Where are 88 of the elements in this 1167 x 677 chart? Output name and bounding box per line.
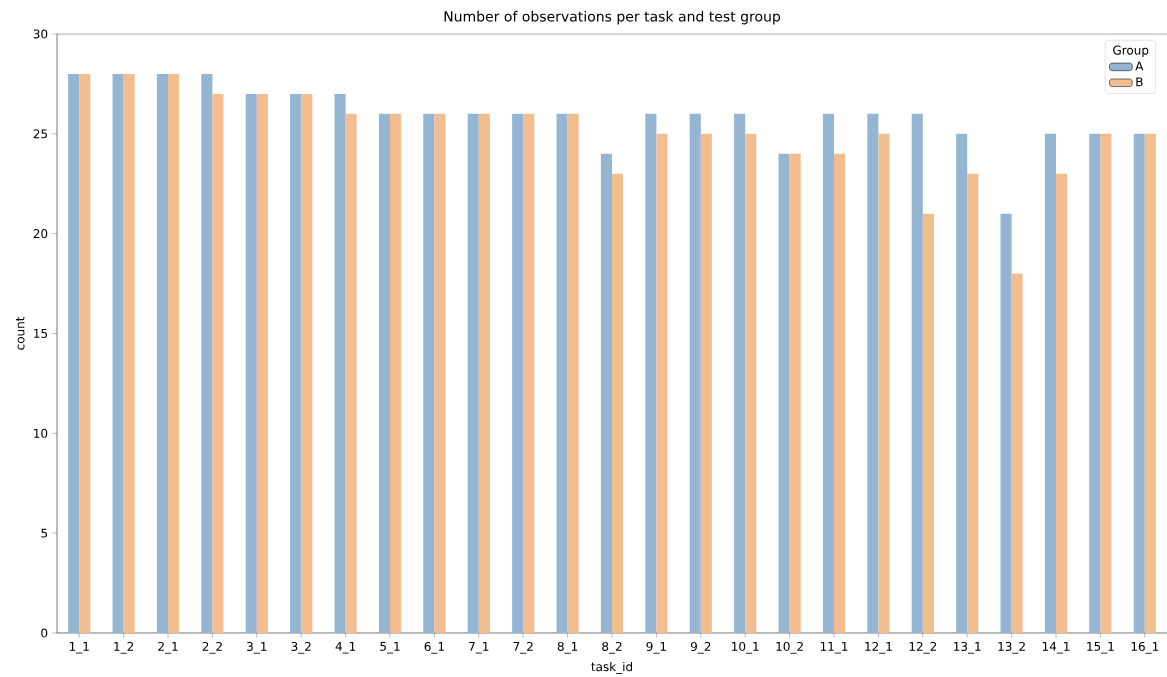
bar <box>1089 133 1101 633</box>
x-tick-label: 7_2 <box>513 641 533 654</box>
bar <box>734 113 746 633</box>
bar <box>1056 173 1068 633</box>
bar <box>212 93 224 633</box>
bar <box>567 113 579 633</box>
y-tick-label: 15 <box>34 329 48 338</box>
x-tick-label: 10_2 <box>776 641 803 654</box>
bar <box>1000 213 1012 633</box>
bar <box>878 133 890 633</box>
x-tick-label: 9_2 <box>690 641 711 654</box>
x-tick-label: 10_1 <box>732 641 759 654</box>
x-tick-label: 16_1 <box>1131 641 1159 654</box>
bar <box>1133 133 1145 633</box>
bar <box>290 93 302 633</box>
bar <box>956 133 968 633</box>
x-tick-label: 11_1 <box>820 641 848 654</box>
bar <box>1044 133 1056 633</box>
bar <box>922 213 934 633</box>
bar <box>123 73 135 633</box>
y-tick-label: 30 <box>33 29 48 39</box>
bar <box>168 73 180 633</box>
x-axis-title: task_id <box>591 661 633 674</box>
x-tick-label: 6_1 <box>424 641 444 654</box>
bar <box>556 113 568 633</box>
bar <box>156 73 169 633</box>
x-tick-label: 5_1 <box>380 641 400 654</box>
bar <box>967 173 979 633</box>
bar <box>256 93 268 633</box>
bar <box>523 113 535 633</box>
x-tick-label: 12_1 <box>865 641 892 654</box>
bar <box>1100 133 1112 633</box>
bar <box>301 93 313 633</box>
bar <box>1011 273 1023 633</box>
x-tick-label: 1_1 <box>69 641 89 654</box>
y-tick-label: 0 <box>41 628 48 638</box>
bar <box>645 113 657 633</box>
chart-title: Number of observations per task and test group <box>444 10 781 25</box>
legend-title: Group <box>1113 45 1149 57</box>
y-tick-label: 20 <box>33 229 48 239</box>
bar <box>789 153 801 633</box>
bar <box>245 93 257 633</box>
bar <box>689 113 701 633</box>
x-tick-label: 3_2 <box>291 641 311 654</box>
bar <box>911 113 923 633</box>
y-tick-label: 25 <box>33 129 48 139</box>
bar <box>867 113 879 633</box>
bar <box>600 153 612 633</box>
x-tick-label: 9_1 <box>646 641 666 654</box>
y-tick-label: 10 <box>34 428 48 438</box>
legend-label: A <box>1135 61 1144 71</box>
bar <box>434 113 446 633</box>
bar <box>822 113 834 633</box>
bar <box>378 113 391 633</box>
bar <box>201 73 213 633</box>
x-tick-label: 1_2 <box>114 641 134 654</box>
x-tick-label: 13_2 <box>998 641 1025 654</box>
bar <box>1144 133 1156 633</box>
bar <box>79 73 91 633</box>
bar <box>700 133 712 633</box>
x-tick-label: 2_1 <box>158 641 178 654</box>
x-tick-label: 13_1 <box>954 641 981 654</box>
y-axis-title: count <box>15 316 25 350</box>
x-tick-label: 8_1 <box>557 641 578 654</box>
bar <box>112 73 124 633</box>
bar <box>334 93 346 633</box>
bar <box>345 113 357 633</box>
x-tick-label: 3_1 <box>247 641 267 654</box>
bar <box>390 113 402 633</box>
x-tick-label: 8_2 <box>602 641 622 654</box>
bar <box>512 113 524 633</box>
bar <box>467 113 479 633</box>
x-tick-label: 2_2 <box>202 641 222 654</box>
bar <box>834 153 846 633</box>
x-tick-label: 12_2 <box>909 641 937 654</box>
x-tick-label: 4_1 <box>335 641 356 654</box>
bar <box>68 73 80 633</box>
bar <box>478 113 490 633</box>
bar <box>745 133 757 633</box>
x-tick-label: 15_1 <box>1087 641 1114 654</box>
bar <box>656 133 668 633</box>
y-tick-label: 5 <box>41 528 48 538</box>
bar <box>423 113 435 633</box>
x-tick-label: 7_1 <box>469 641 489 654</box>
bar <box>612 173 624 633</box>
bar <box>778 153 790 633</box>
legend-label: B <box>1136 77 1143 87</box>
x-tick-label: 14_1 <box>1042 641 1070 654</box>
